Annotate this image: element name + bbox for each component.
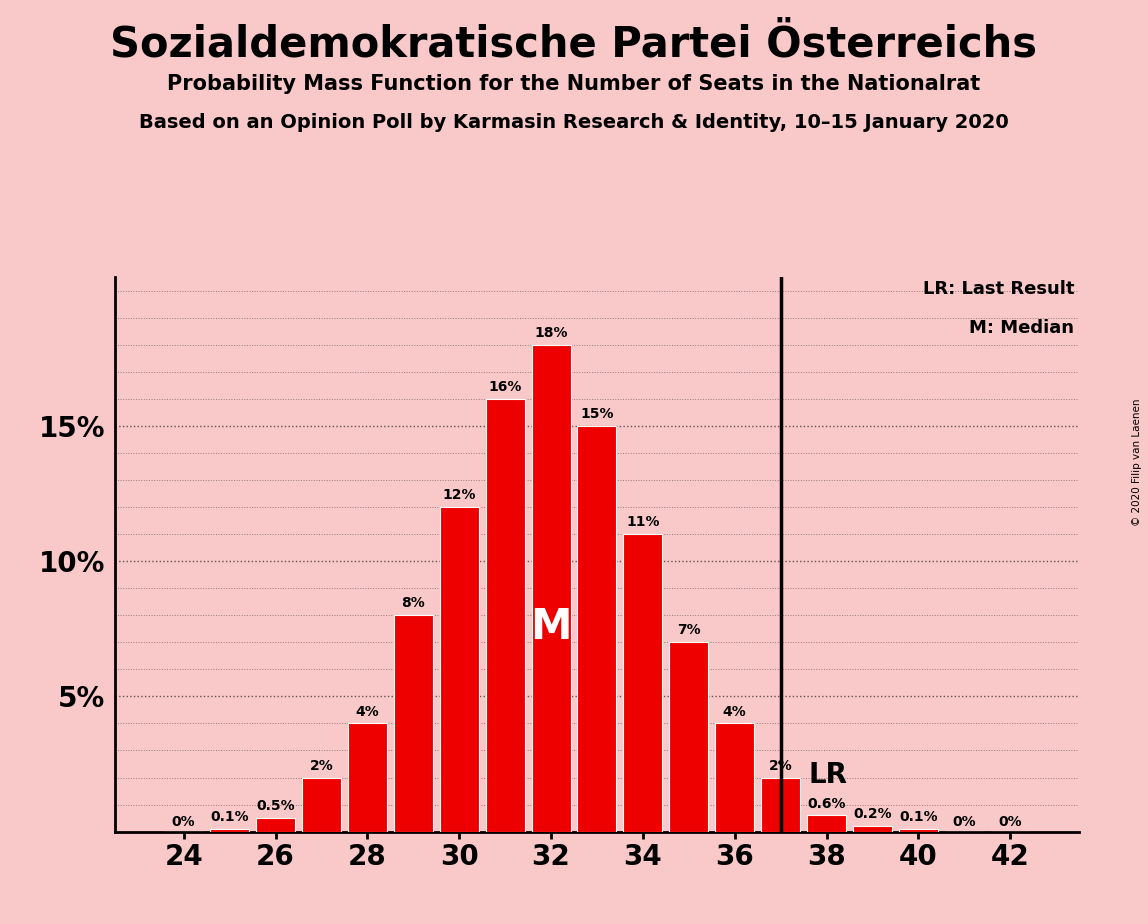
Text: 0.1%: 0.1%: [899, 810, 938, 824]
Text: 0.5%: 0.5%: [256, 799, 295, 813]
Text: © 2020 Filip van Laenen: © 2020 Filip van Laenen: [1132, 398, 1142, 526]
Bar: [440, 507, 479, 832]
Bar: [210, 829, 249, 832]
Text: Probability Mass Function for the Number of Seats in the Nationalrat: Probability Mass Function for the Number…: [168, 74, 980, 94]
Bar: [899, 829, 938, 832]
Text: 4%: 4%: [356, 705, 379, 719]
Text: 0.2%: 0.2%: [853, 808, 892, 821]
Text: 2%: 2%: [769, 759, 792, 772]
Bar: [256, 818, 295, 832]
Bar: [532, 345, 571, 832]
Text: Sozialdemokratische Partei Österreichs: Sozialdemokratische Partei Österreichs: [110, 23, 1038, 65]
Bar: [715, 723, 754, 832]
Text: 0.6%: 0.6%: [807, 796, 846, 810]
Text: M: Median: M: Median: [969, 319, 1075, 336]
Text: 2%: 2%: [310, 759, 333, 772]
Text: M: M: [530, 606, 572, 648]
Text: 8%: 8%: [402, 596, 425, 611]
Text: 18%: 18%: [534, 326, 568, 340]
Text: 4%: 4%: [723, 705, 746, 719]
Text: 12%: 12%: [442, 488, 476, 503]
Text: Based on an Opinion Poll by Karmasin Research & Identity, 10–15 January 2020: Based on an Opinion Poll by Karmasin Res…: [139, 113, 1009, 132]
Bar: [853, 826, 892, 832]
Text: LR: Last Result: LR: Last Result: [923, 280, 1075, 298]
Bar: [348, 723, 387, 832]
Text: 0%: 0%: [172, 816, 195, 830]
Text: 16%: 16%: [488, 380, 522, 394]
Bar: [669, 642, 708, 832]
Bar: [761, 777, 800, 832]
Text: 11%: 11%: [626, 516, 660, 529]
Text: 0%: 0%: [999, 816, 1022, 830]
Text: 0.1%: 0.1%: [210, 810, 249, 824]
Bar: [394, 615, 433, 832]
Bar: [623, 534, 662, 832]
Text: 7%: 7%: [677, 624, 700, 638]
Bar: [302, 777, 341, 832]
Bar: [807, 815, 846, 832]
Text: 0%: 0%: [953, 816, 976, 830]
Text: 15%: 15%: [580, 407, 614, 421]
Bar: [577, 426, 616, 832]
Text: LR: LR: [808, 760, 847, 789]
Bar: [486, 399, 525, 832]
